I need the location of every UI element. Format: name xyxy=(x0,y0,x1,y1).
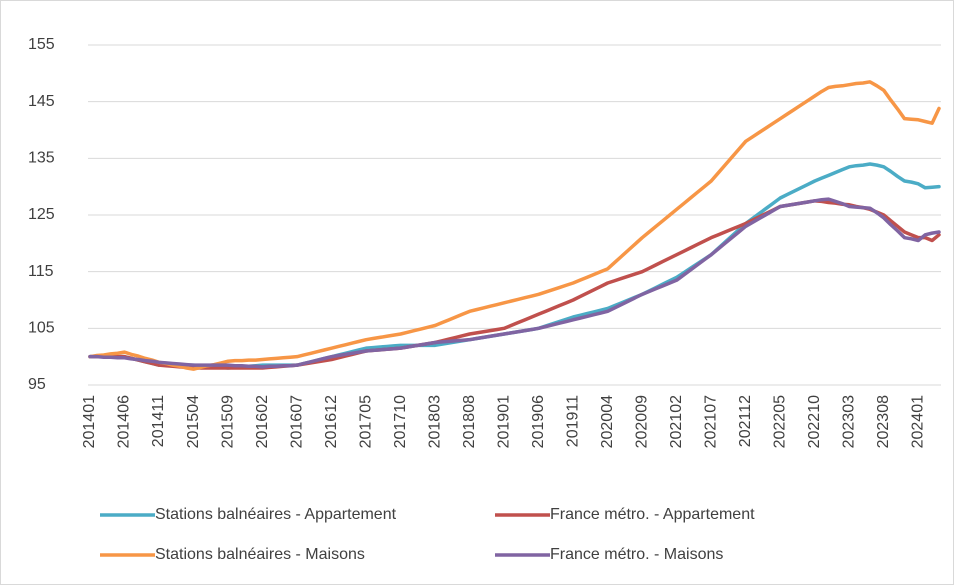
x-tick-label: 201911 xyxy=(564,395,581,447)
x-tick-label: 201401 xyxy=(81,395,98,448)
y-tick-label: 95 xyxy=(28,376,46,393)
legend-label: France métro. - Appartement xyxy=(550,506,755,523)
x-tick-label: 202205 xyxy=(771,395,788,448)
x-tick-label: 202210 xyxy=(806,395,823,448)
x-tick-label: 202102 xyxy=(668,395,685,448)
legend-label: Stations balnéaires - Appartement xyxy=(155,506,397,523)
x-tick-label: 201710 xyxy=(392,395,409,448)
x-tick-label: 201602 xyxy=(254,395,271,448)
x-tick-label: 201509 xyxy=(219,395,236,448)
x-tick-label: 201612 xyxy=(323,395,340,448)
x-tick-label: 202112 xyxy=(737,395,754,447)
x-tick-label: 201607 xyxy=(288,395,305,448)
x-tick-label: 202401 xyxy=(910,395,927,448)
y-tick-label: 105 xyxy=(28,320,55,337)
x-tick-label: 201803 xyxy=(426,395,443,448)
x-tick-label: 201901 xyxy=(495,395,512,448)
x-tick-label: 201406 xyxy=(116,395,133,448)
x-tick-label: 201411 xyxy=(150,395,167,447)
series-line xyxy=(88,197,941,369)
x-tick-label: 202004 xyxy=(599,395,616,448)
legend-label: Stations balnéaires - Maisons xyxy=(155,546,365,563)
x-tick-label: 202303 xyxy=(840,395,857,448)
y-tick-label: 155 xyxy=(28,36,55,53)
x-tick-label: 202107 xyxy=(702,395,719,448)
x-tick-label: 201808 xyxy=(461,395,478,448)
x-tick-label: 202308 xyxy=(875,395,892,448)
legend-label: France métro. - Maisons xyxy=(550,546,723,563)
series-line xyxy=(88,80,941,371)
x-tick-label: 201906 xyxy=(530,395,547,448)
y-tick-label: 135 xyxy=(28,150,55,167)
y-tick-label: 125 xyxy=(28,206,55,223)
y-tick-label: 115 xyxy=(28,263,54,280)
x-tick-label: 201705 xyxy=(357,395,374,448)
y-tick-label: 145 xyxy=(28,93,55,110)
x-tick-label: 202009 xyxy=(633,395,650,448)
x-tick-label: 201504 xyxy=(185,395,202,448)
